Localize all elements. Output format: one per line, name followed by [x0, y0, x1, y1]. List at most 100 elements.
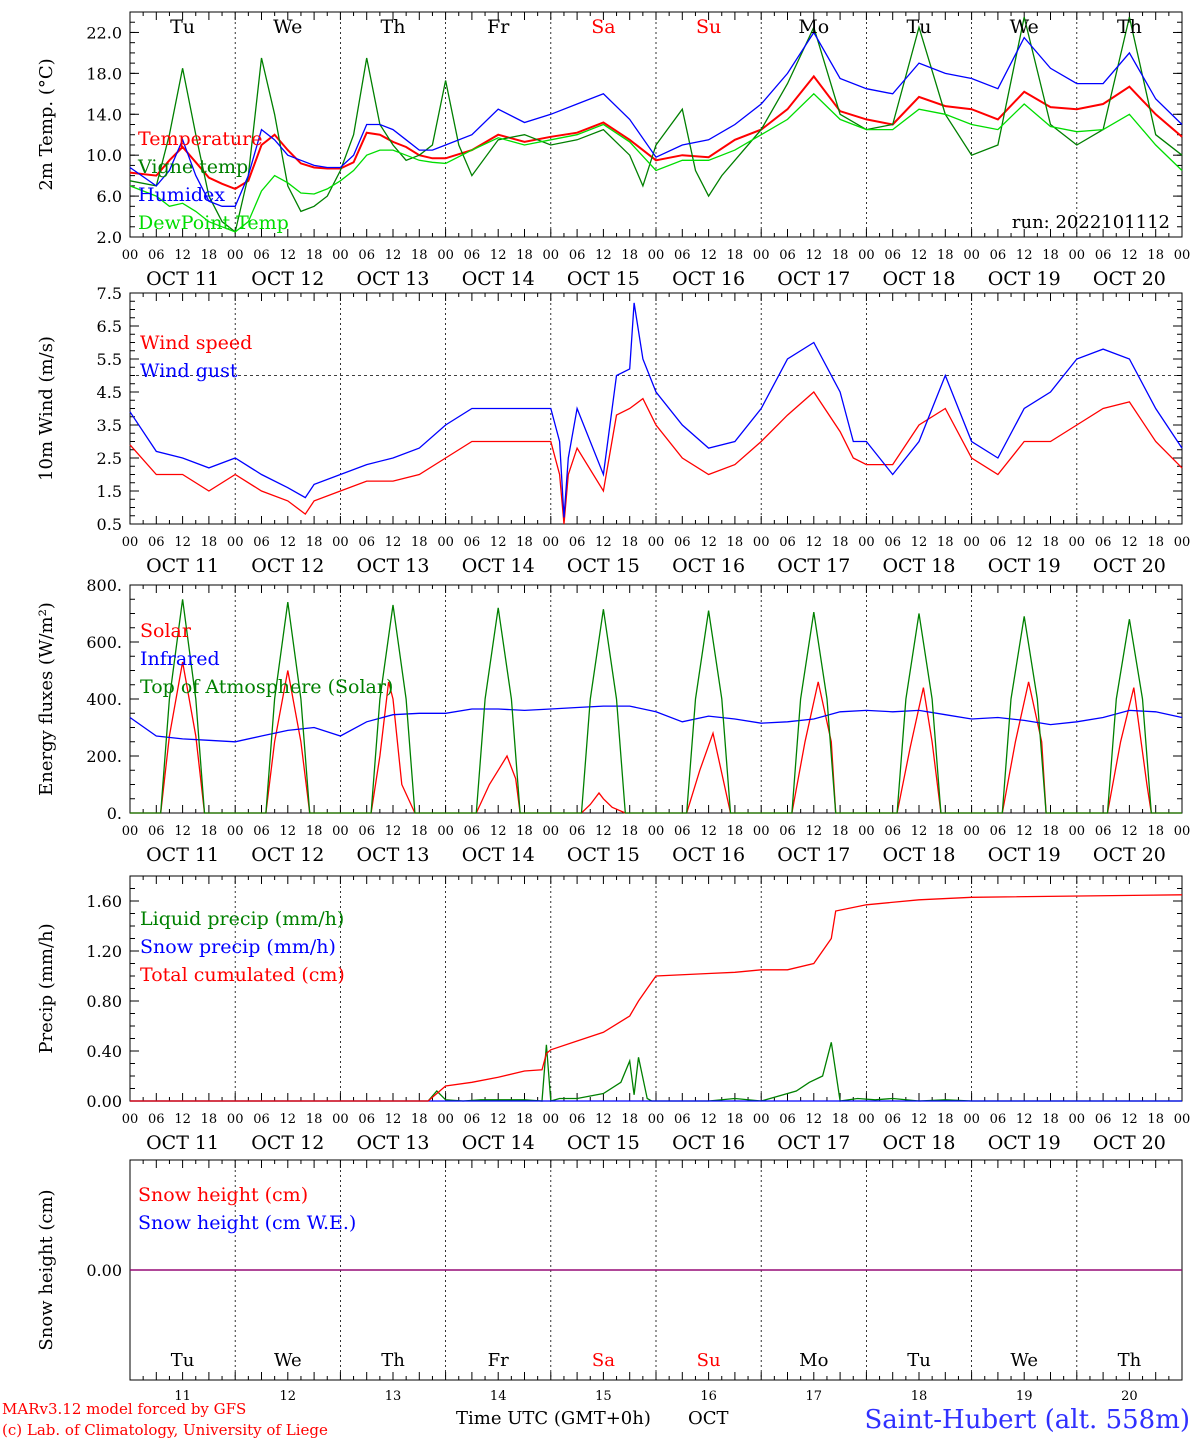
hour-label: 12 — [385, 1112, 402, 1127]
hour-label: 00 — [1069, 1112, 1086, 1127]
hour-label: 18 — [201, 535, 218, 550]
hour-label: 18 — [727, 824, 744, 839]
time-axis-label: Time UTC (GMT+0h) — [456, 1408, 651, 1429]
y-axis-label: Energy fluxes (W/m²) — [36, 602, 57, 796]
hour-label: 00 — [332, 1112, 349, 1127]
date-label: OCT 18 — [882, 844, 955, 866]
hour-label: 00 — [122, 824, 139, 839]
date-label: OCT 15 — [567, 268, 640, 290]
hour-label: 18 — [516, 248, 533, 263]
footer: MARv3.12 model forced by GFS (c) Lab. of… — [2, 1400, 1190, 1439]
date-label: OCT 14 — [462, 1132, 535, 1154]
hour-label: 12 — [806, 248, 823, 263]
day-number: 18 — [911, 1389, 928, 1404]
y-axis-label: Snow height (cm) — [36, 1189, 57, 1350]
hour-label: 18 — [411, 824, 428, 839]
hour-label: 00 — [332, 535, 349, 550]
hour-label: 12 — [280, 824, 297, 839]
date-label: OCT 17 — [777, 844, 850, 866]
panel-wind: 0.5 1.5 2.5 3.5 4.5 5.5 6.5 7.5 10m Wind (m/s) Wi… — [36, 284, 1190, 577]
date-label: OCT 11 — [146, 844, 219, 866]
day-name: Sa — [592, 1350, 615, 1371]
day-name: Su — [697, 1350, 721, 1371]
hour-label: 00 — [437, 535, 454, 550]
hour-label: 06 — [884, 1112, 901, 1127]
day-number: 15 — [595, 1389, 612, 1404]
hour-label: 00 — [753, 248, 770, 263]
hour-label: 00 — [227, 824, 244, 839]
hour-label: 12 — [174, 248, 191, 263]
hour-label: 00 — [1069, 824, 1086, 839]
hour-label: 00 — [648, 824, 665, 839]
hour-label: 18 — [306, 824, 323, 839]
hour-label: 00 — [437, 248, 454, 263]
hour-label: 06 — [1095, 1112, 1112, 1127]
hour-label: 12 — [700, 248, 717, 263]
day-number: 17 — [806, 1389, 823, 1404]
hour-label: 18 — [411, 535, 428, 550]
hour-label: 00 — [1174, 824, 1191, 839]
date-label: OCT 20 — [1093, 555, 1166, 577]
day-number: 16 — [700, 1389, 717, 1404]
hour-label: 18 — [201, 1112, 218, 1127]
hour-label: 12 — [595, 248, 612, 263]
hour-label: 12 — [911, 535, 928, 550]
y-tick-label: 0.00 — [86, 1092, 122, 1111]
day-number: 14 — [490, 1389, 507, 1404]
hour-label: 00 — [648, 248, 665, 263]
date-label: OCT 18 — [882, 555, 955, 577]
panels: 2.0 6.0 10.0 14.0 18.0 22.0 2m Temp. (°C) Tempe… — [36, 11, 1191, 1404]
hour-label: 12 — [806, 535, 823, 550]
hour-label: 06 — [990, 535, 1007, 550]
hour-label: 06 — [569, 1112, 586, 1127]
hour-label: 00 — [963, 1112, 980, 1127]
y-tick-label: 2.5 — [97, 449, 122, 468]
date-label: OCT 11 — [146, 555, 219, 577]
hour-label: 06 — [569, 824, 586, 839]
day-name: Th — [381, 1350, 405, 1371]
hour-label: 06 — [358, 824, 375, 839]
hour-label: 12 — [490, 824, 507, 839]
month-label: OCT — [688, 1408, 729, 1429]
panel-flux: 0. 200. 400. 600. 800. Energy fluxes (W/m²) So… — [36, 576, 1190, 866]
hour-label: 06 — [884, 535, 901, 550]
hour-label: 06 — [779, 1112, 796, 1127]
hour-label: 18 — [516, 535, 533, 550]
hour-label: 12 — [700, 824, 717, 839]
hour-label: 18 — [1147, 535, 1164, 550]
hour-label: 00 — [858, 248, 875, 263]
hour-label: 00 — [753, 1112, 770, 1127]
hour-label: 12 — [280, 535, 297, 550]
legend-entry: Snow precip (mm/h) — [140, 936, 336, 958]
hour-label: 18 — [937, 824, 954, 839]
y-tick-label: 6.5 — [97, 317, 122, 336]
hour-label: 00 — [332, 248, 349, 263]
panel-precip: 0.00 0.40 0.80 1.20 1.60 Precip (mm/h) Liquid … — [36, 875, 1190, 1154]
hour-label: 12 — [1016, 248, 1033, 263]
y-tick-label: 600. — [86, 633, 122, 652]
series-line-top-of-atmosphere-solar- — [130, 599, 1182, 814]
hour-label: 12 — [280, 248, 297, 263]
hour-label: 18 — [832, 1112, 849, 1127]
day-number: 20 — [1121, 1389, 1138, 1404]
legend-entry: Vigne temp — [137, 156, 248, 178]
hour-label: 12 — [1121, 248, 1138, 263]
hour-label: 06 — [1095, 248, 1112, 263]
y-tick-label: 0.00 — [86, 1261, 122, 1280]
hour-label: 12 — [1121, 535, 1138, 550]
y-tick-label: 4.5 — [97, 383, 122, 402]
hour-label: 18 — [621, 248, 638, 263]
legend-entry: Wind speed — [140, 332, 252, 354]
hour-label: 12 — [490, 535, 507, 550]
hour-label: 00 — [1174, 248, 1191, 263]
hour-label: 18 — [937, 248, 954, 263]
hour-label: 18 — [1147, 1112, 1164, 1127]
series-line-temperature — [129, 74, 1183, 191]
y-tick-label: 200. — [86, 747, 122, 766]
day-number: 13 — [385, 1389, 402, 1404]
date-label: OCT 15 — [567, 844, 640, 866]
legend-entry: Solar — [140, 620, 192, 642]
y-tick-label: 1.20 — [86, 942, 122, 961]
date-label: OCT 15 — [567, 1132, 640, 1154]
